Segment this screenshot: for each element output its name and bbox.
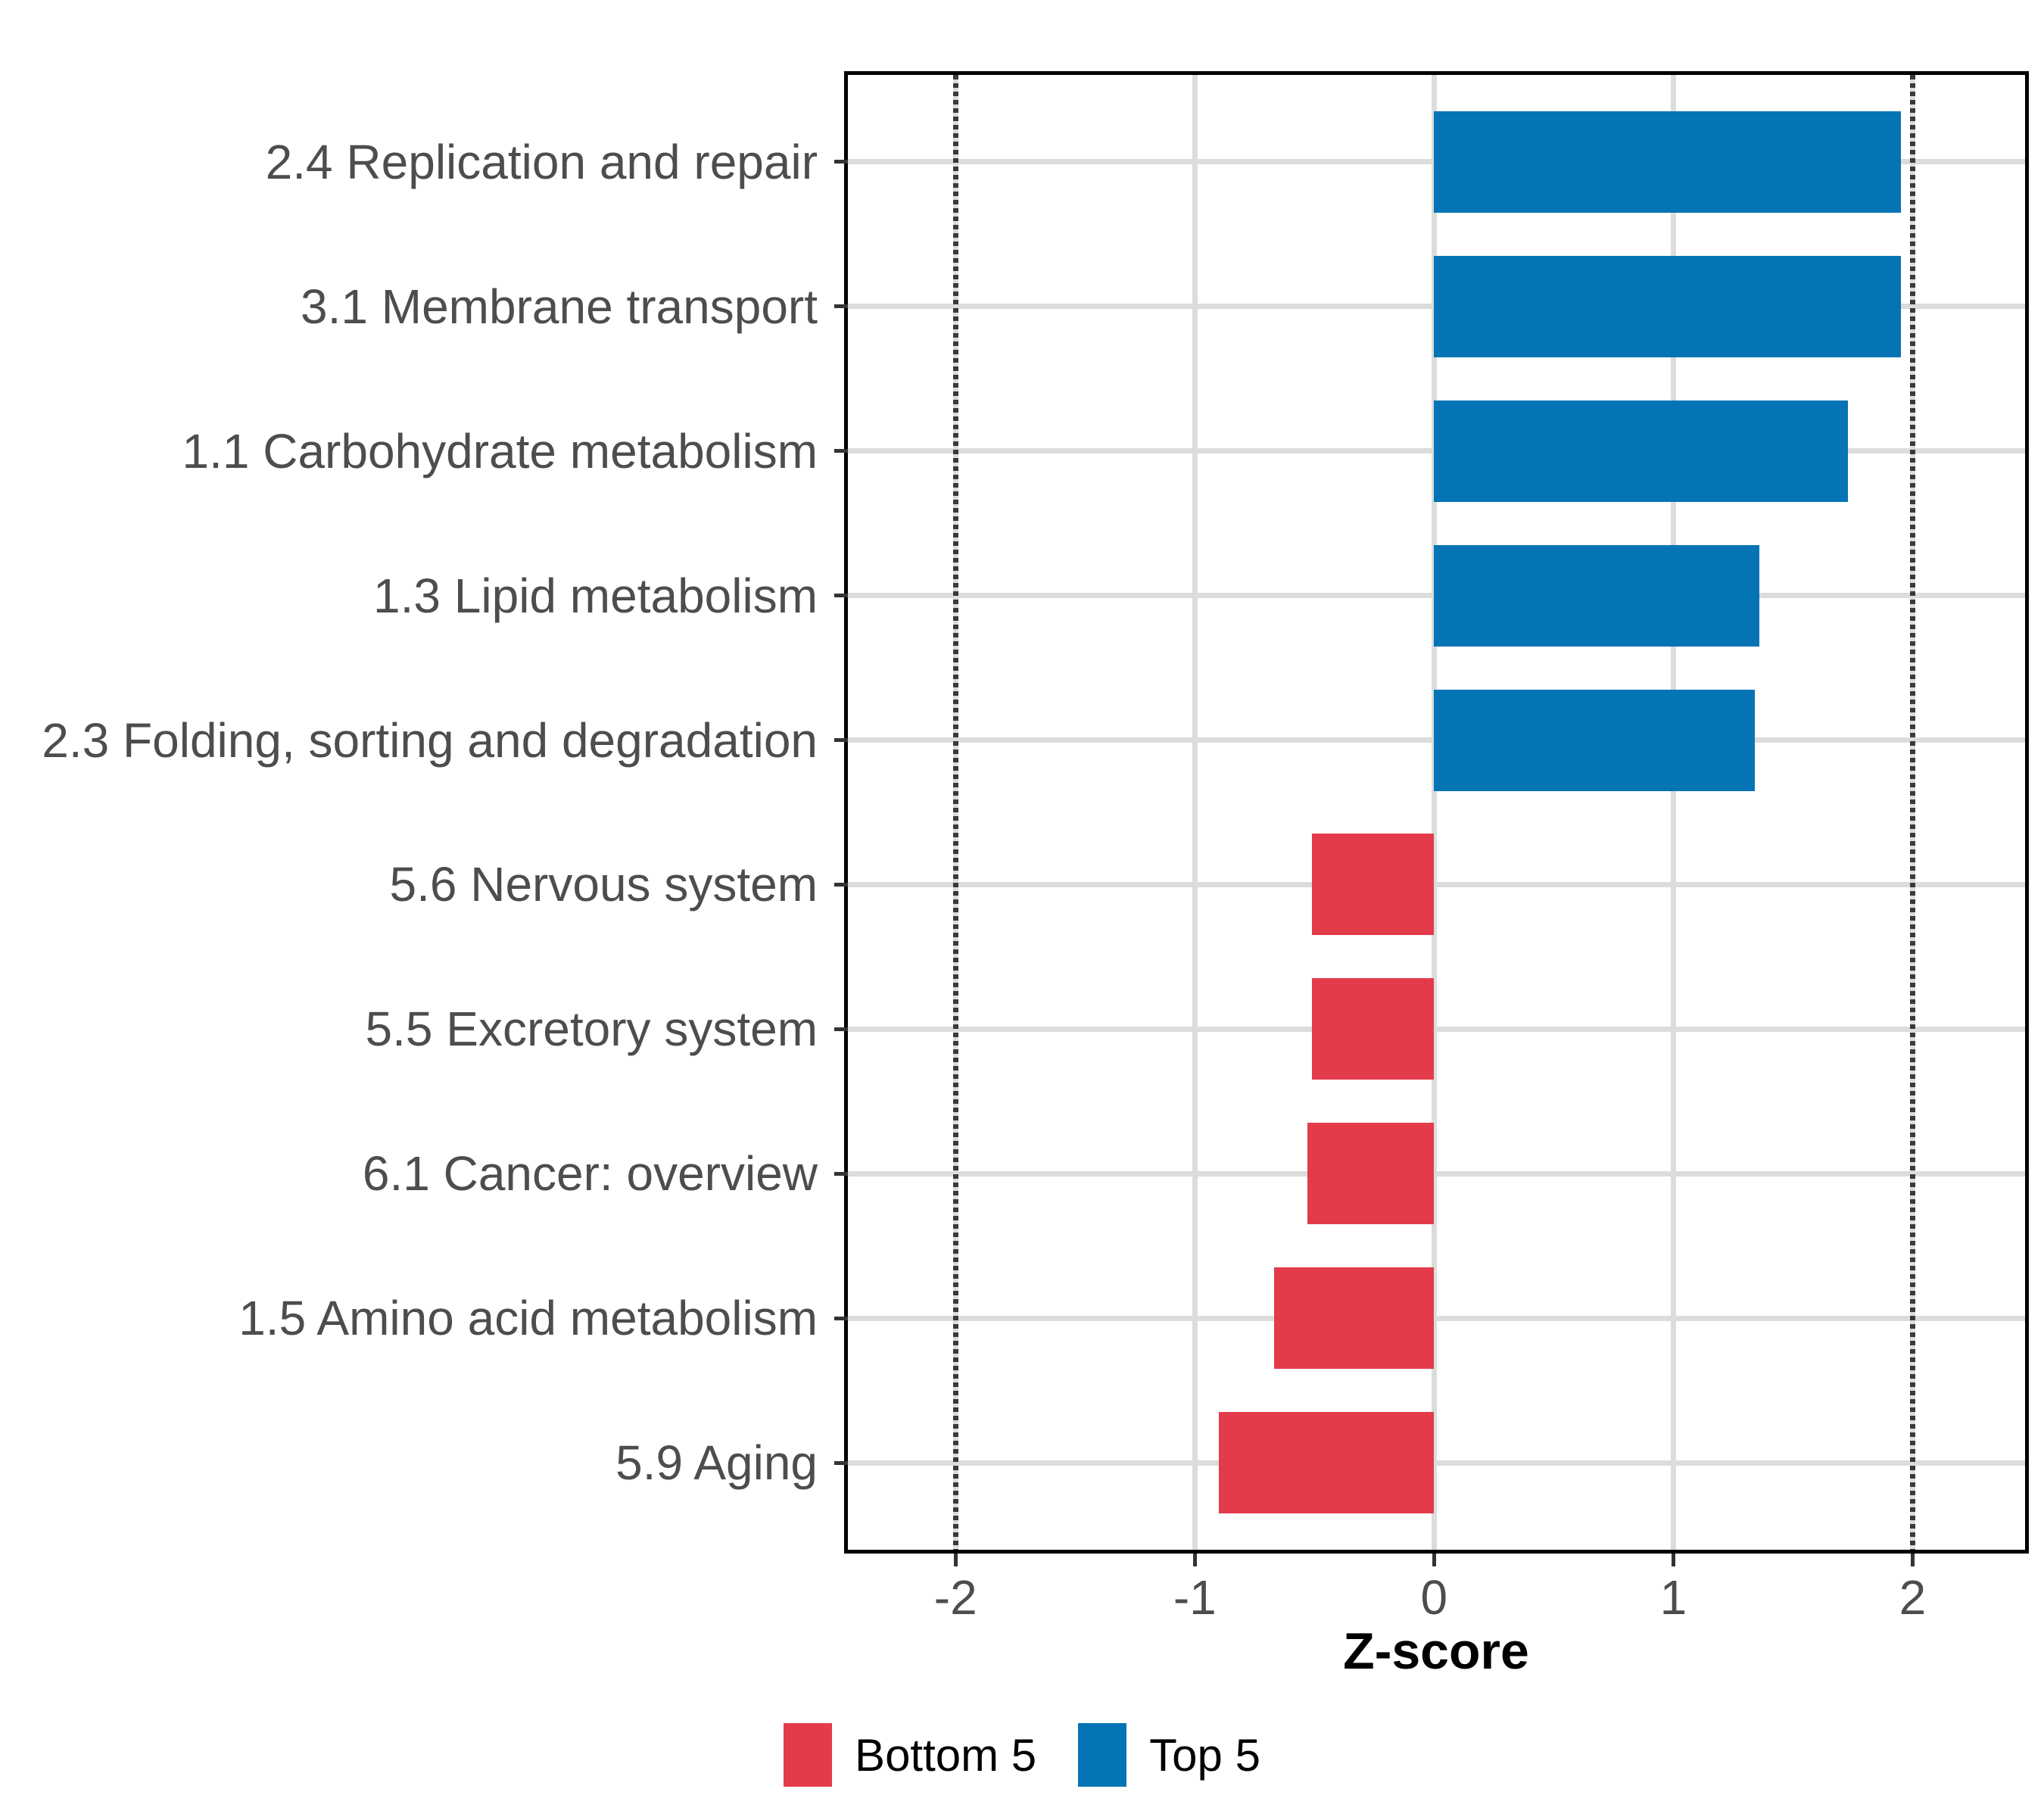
gridline-row [848,1026,2025,1032]
y-tick-mark [834,304,848,309]
y-tick-mark [834,1316,848,1320]
y-axis-label: 1.5 Amino acid metabolism [238,1291,818,1346]
x-tick-label: 2 [1899,1570,1927,1625]
y-axis-label: 5.6 Nervous system [389,857,818,912]
x-tick-mark [1910,1554,1915,1566]
y-tick-mark [834,738,848,742]
bar [1434,111,1901,213]
gridline-x-0 [1431,75,1437,1550]
y-tick-mark [834,1171,848,1176]
bar [1434,544,1760,647]
x-tick-mark [1192,1554,1197,1566]
y-axis-label: 3.1 Membrane transport [301,279,818,334]
x-tick-label: -2 [933,1570,977,1625]
legend: Bottom 5 Top 5 [0,1723,2044,1787]
y-tick-mark [834,1027,848,1031]
y-axis-label: 6.1 Cancer: overview [362,1146,818,1201]
x-tick-mark [1671,1554,1675,1566]
gridline-row [848,1315,2025,1321]
gridline-row [848,1170,2025,1177]
legend-swatch [784,1723,833,1787]
y-axis-label: 1.1 Carbohydrate metabolism [182,423,818,478]
legend-label: Top 5 [1149,1729,1260,1781]
y-tick-mark [834,882,848,887]
reference-line [1909,75,1915,1550]
y-tick-mark [834,594,848,598]
y-tick-mark [834,1460,848,1465]
bar [1273,1267,1435,1370]
y-tick-mark [834,449,848,453]
plot-panel [844,71,2029,1554]
bar [1307,1123,1435,1225]
x-tick-mark [953,1554,958,1566]
legend-label: Bottom 5 [855,1729,1037,1781]
bar [1434,689,1755,791]
legend-item-top-5: Top 5 [1078,1723,1260,1787]
bar [1312,834,1435,936]
gridline-x--1 [1192,75,1198,1550]
legend-item-bottom-5: Bottom 5 [784,1723,1036,1787]
x-tick-label: 0 [1420,1570,1448,1625]
y-tick-mark [834,160,848,164]
x-tick-mark [1432,1554,1436,1566]
y-axis-label: 5.9 Aging [615,1435,818,1491]
y-axis-label: 5.5 Excretory system [365,1002,818,1057]
x-tick-label: 1 [1659,1570,1687,1625]
bar [1434,400,1849,502]
x-tick-label: -1 [1173,1570,1217,1625]
y-axis-label: 2.3 Folding, sorting and degradation [42,712,818,768]
legend-swatch [1078,1723,1127,1787]
reference-line [952,75,958,1550]
y-axis-label: 1.3 Lipid metabolism [373,568,818,623]
gridline-row [848,1460,2025,1466]
bar [1218,1412,1435,1514]
bar [1434,255,1901,357]
y-axis-label: 2.4 Replication and repair [265,134,818,189]
bar [1312,978,1435,1080]
x-axis-title: Z-score [1343,1622,1529,1680]
gridline-x-1 [1670,75,1676,1550]
gridline-row [848,881,2025,887]
